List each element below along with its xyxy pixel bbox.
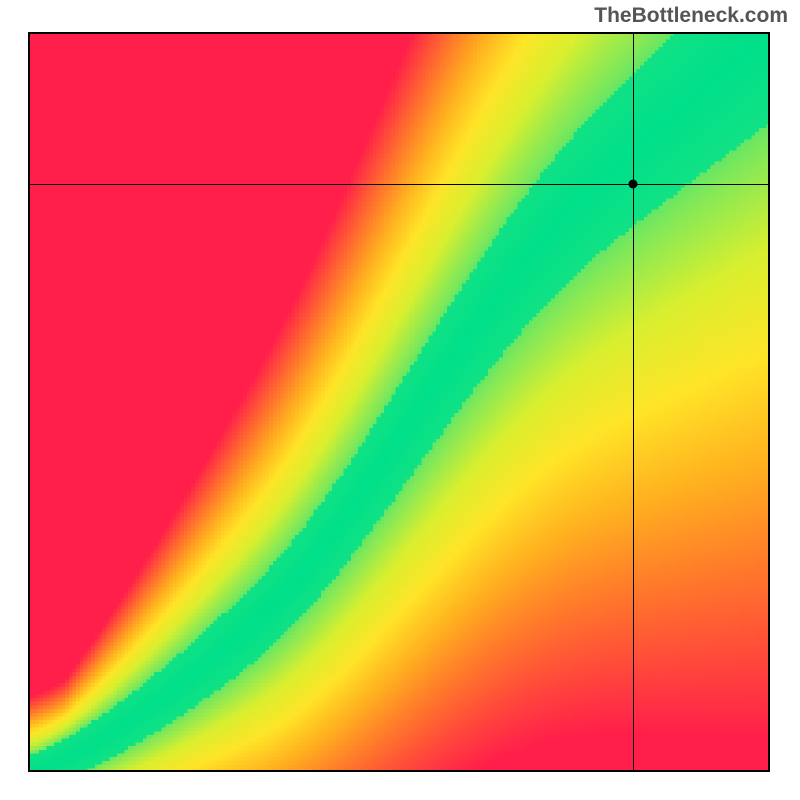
crosshair-horizontal: [28, 184, 770, 185]
selected-point-marker[interactable]: [628, 179, 637, 188]
watermark-text: TheBottleneck.com: [594, 4, 788, 28]
chart-container: TheBottleneck.com: [0, 0, 800, 800]
bottleneck-heatmap: [28, 32, 770, 772]
crosshair-vertical: [633, 32, 634, 772]
